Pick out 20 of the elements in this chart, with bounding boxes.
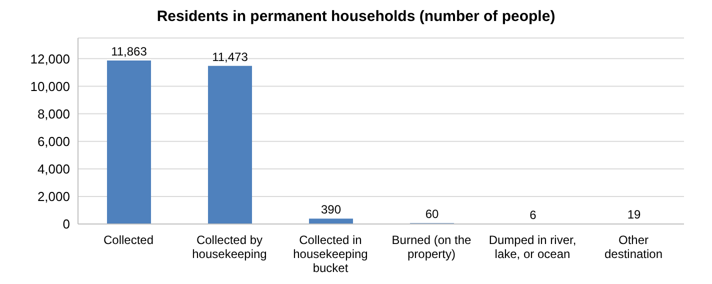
y-tick-label: 8,000 — [37, 106, 70, 122]
x-tick-label: Other destination — [604, 233, 663, 261]
y-tick-label: 10,000 — [30, 78, 70, 94]
chart-title: Residents in permanent households (number of people) — [156, 8, 556, 27]
y-tick-label: 4,000 — [37, 162, 70, 177]
y-tick-label: 12,000 — [30, 51, 70, 66]
data-label: 19 — [627, 208, 641, 222]
x-tick-label: Collected — [103, 233, 154, 247]
x-tick-label: Burned (on the property) — [392, 233, 472, 261]
data-label: 11,863 — [111, 44, 148, 59]
data-label: 6 — [530, 208, 537, 222]
x-tick-label: Dumped in river, lake, or ocean — [488, 233, 576, 261]
x-tick-label: Collected in housekeeping bucket — [293, 233, 368, 275]
y-tick-label: 2,000 — [37, 189, 70, 204]
x-tick-label: Collected by housekeeping — [192, 233, 267, 261]
y-tick-label: 0 — [62, 216, 70, 232]
y-tick-label: 6,000 — [37, 134, 70, 149]
data-label: 390 — [320, 202, 342, 217]
data-label: 11,473 — [212, 50, 248, 64]
data-label: 60 — [425, 207, 439, 222]
